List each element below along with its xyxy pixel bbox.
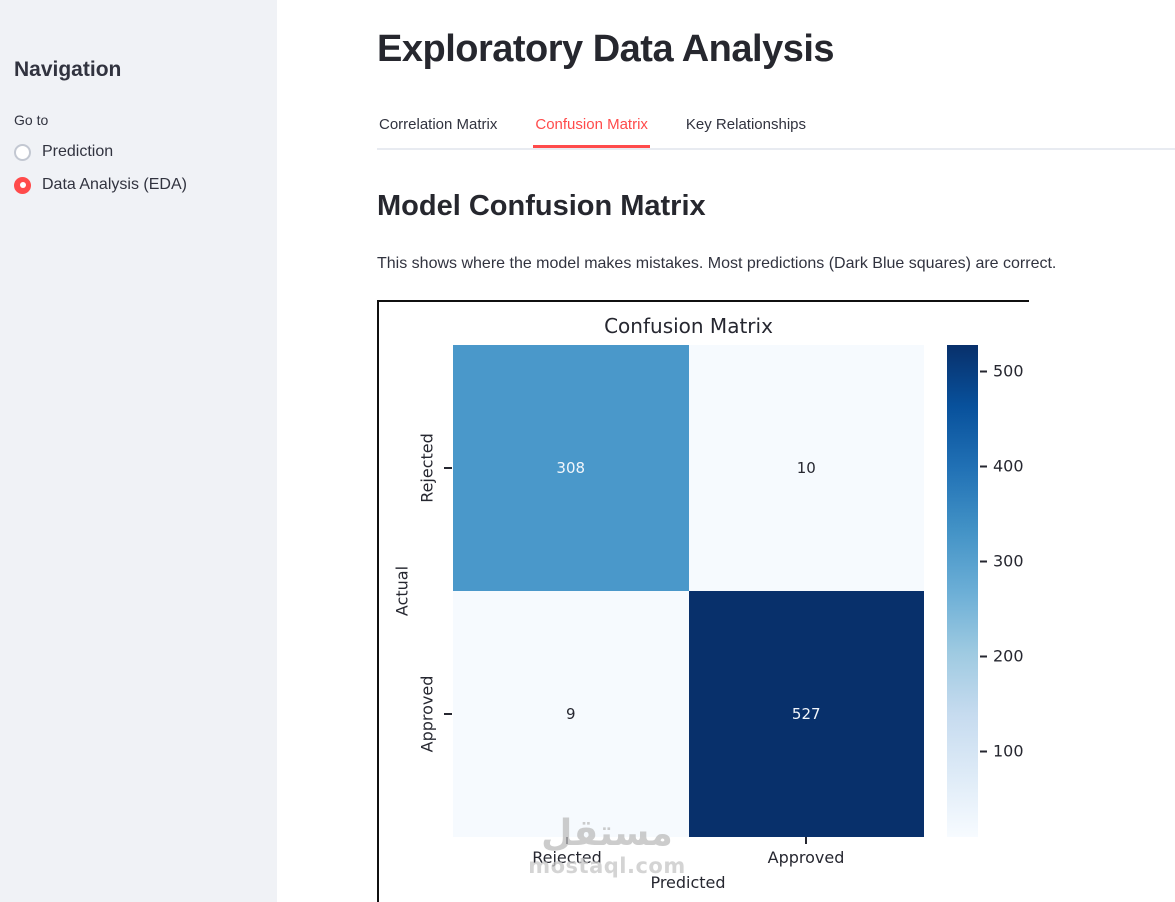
colorbar-tick-label: 300 (993, 551, 1024, 571)
y-tick-mark (444, 467, 452, 469)
colorbar-tick: 500 (980, 362, 1024, 381)
x-tick-label-rejected: Rejected (532, 848, 602, 867)
colorbar-tick-label: 500 (993, 361, 1024, 381)
tab-correlation-matrix[interactable]: Correlation Matrix (379, 116, 498, 133)
colorbar-tick: 400 (980, 457, 1024, 476)
colorbar-tick: 200 (980, 647, 1024, 666)
heatmap-cell-approved-rejected: 9 (453, 591, 689, 837)
y-tick-label-approved: Approved (417, 675, 437, 753)
colorbar-tick: 300 (980, 552, 1024, 571)
x-axis-label: Predicted (650, 873, 726, 892)
radio-option-data-analysis[interactable]: Data Analysis (EDA) (14, 173, 261, 197)
x-tick-mark (805, 837, 807, 844)
tab-key-relationships[interactable]: Key Relationships (685, 116, 806, 133)
tab-confusion-matrix[interactable]: Confusion Matrix (533, 108, 650, 148)
colorbar-tick-label: 100 (993, 741, 1024, 761)
y-axis-label: Actual (392, 565, 412, 617)
colorbar-tick-mark (980, 655, 987, 657)
radio-unselected-icon[interactable] (14, 143, 31, 161)
sidebar: Navigation Go to Prediction Data Analysi… (0, 0, 277, 902)
colorbar-tick-mark (980, 370, 987, 372)
radio-option-label: Prediction (42, 143, 114, 160)
heatmap-cell-approved-approved: 527 (688, 591, 924, 837)
chart-title: Confusion Matrix (604, 314, 773, 338)
x-tick-mark (566, 837, 568, 844)
main-content: Exploratory Data Analysis Correlation Ma… (277, 0, 1175, 902)
colorbar-tick-label: 200 (993, 646, 1024, 666)
colorbar-tick: 100 (980, 742, 1024, 761)
colorbar-tick-mark (980, 465, 987, 467)
sidebar-title: Navigation (14, 58, 122, 81)
x-tick-label-approved: Approved (767, 848, 845, 867)
tab-bar: Correlation Matrix Confusion Matrix Key … (377, 108, 1175, 150)
radio-option-label: Data Analysis (EDA) (42, 176, 187, 193)
page-title: Exploratory Data Analysis (377, 28, 835, 70)
confusion-matrix-figure: Confusion Matrix 308 10 9 527 Rejected A… (377, 300, 1029, 902)
section-description: This shows where the model makes mistake… (377, 255, 1057, 272)
radio-group-label: Go to (14, 112, 49, 128)
radio-selected-icon[interactable] (14, 176, 31, 194)
colorbar (947, 345, 978, 837)
heatmap-grid: 308 10 9 527 (453, 345, 924, 837)
y-tick-label-rejected: Rejected (417, 433, 437, 503)
colorbar-tick-mark (980, 750, 987, 752)
y-tick-mark (444, 713, 452, 715)
heatmap-cell-rejected-rejected: 308 (453, 345, 689, 591)
section-title: Model Confusion Matrix (377, 190, 706, 222)
colorbar-tick-label: 400 (993, 456, 1024, 476)
colorbar-tick-mark (980, 560, 987, 562)
radio-option-prediction[interactable]: Prediction (14, 140, 261, 164)
heatmap-cell-rejected-approved: 10 (688, 345, 924, 591)
